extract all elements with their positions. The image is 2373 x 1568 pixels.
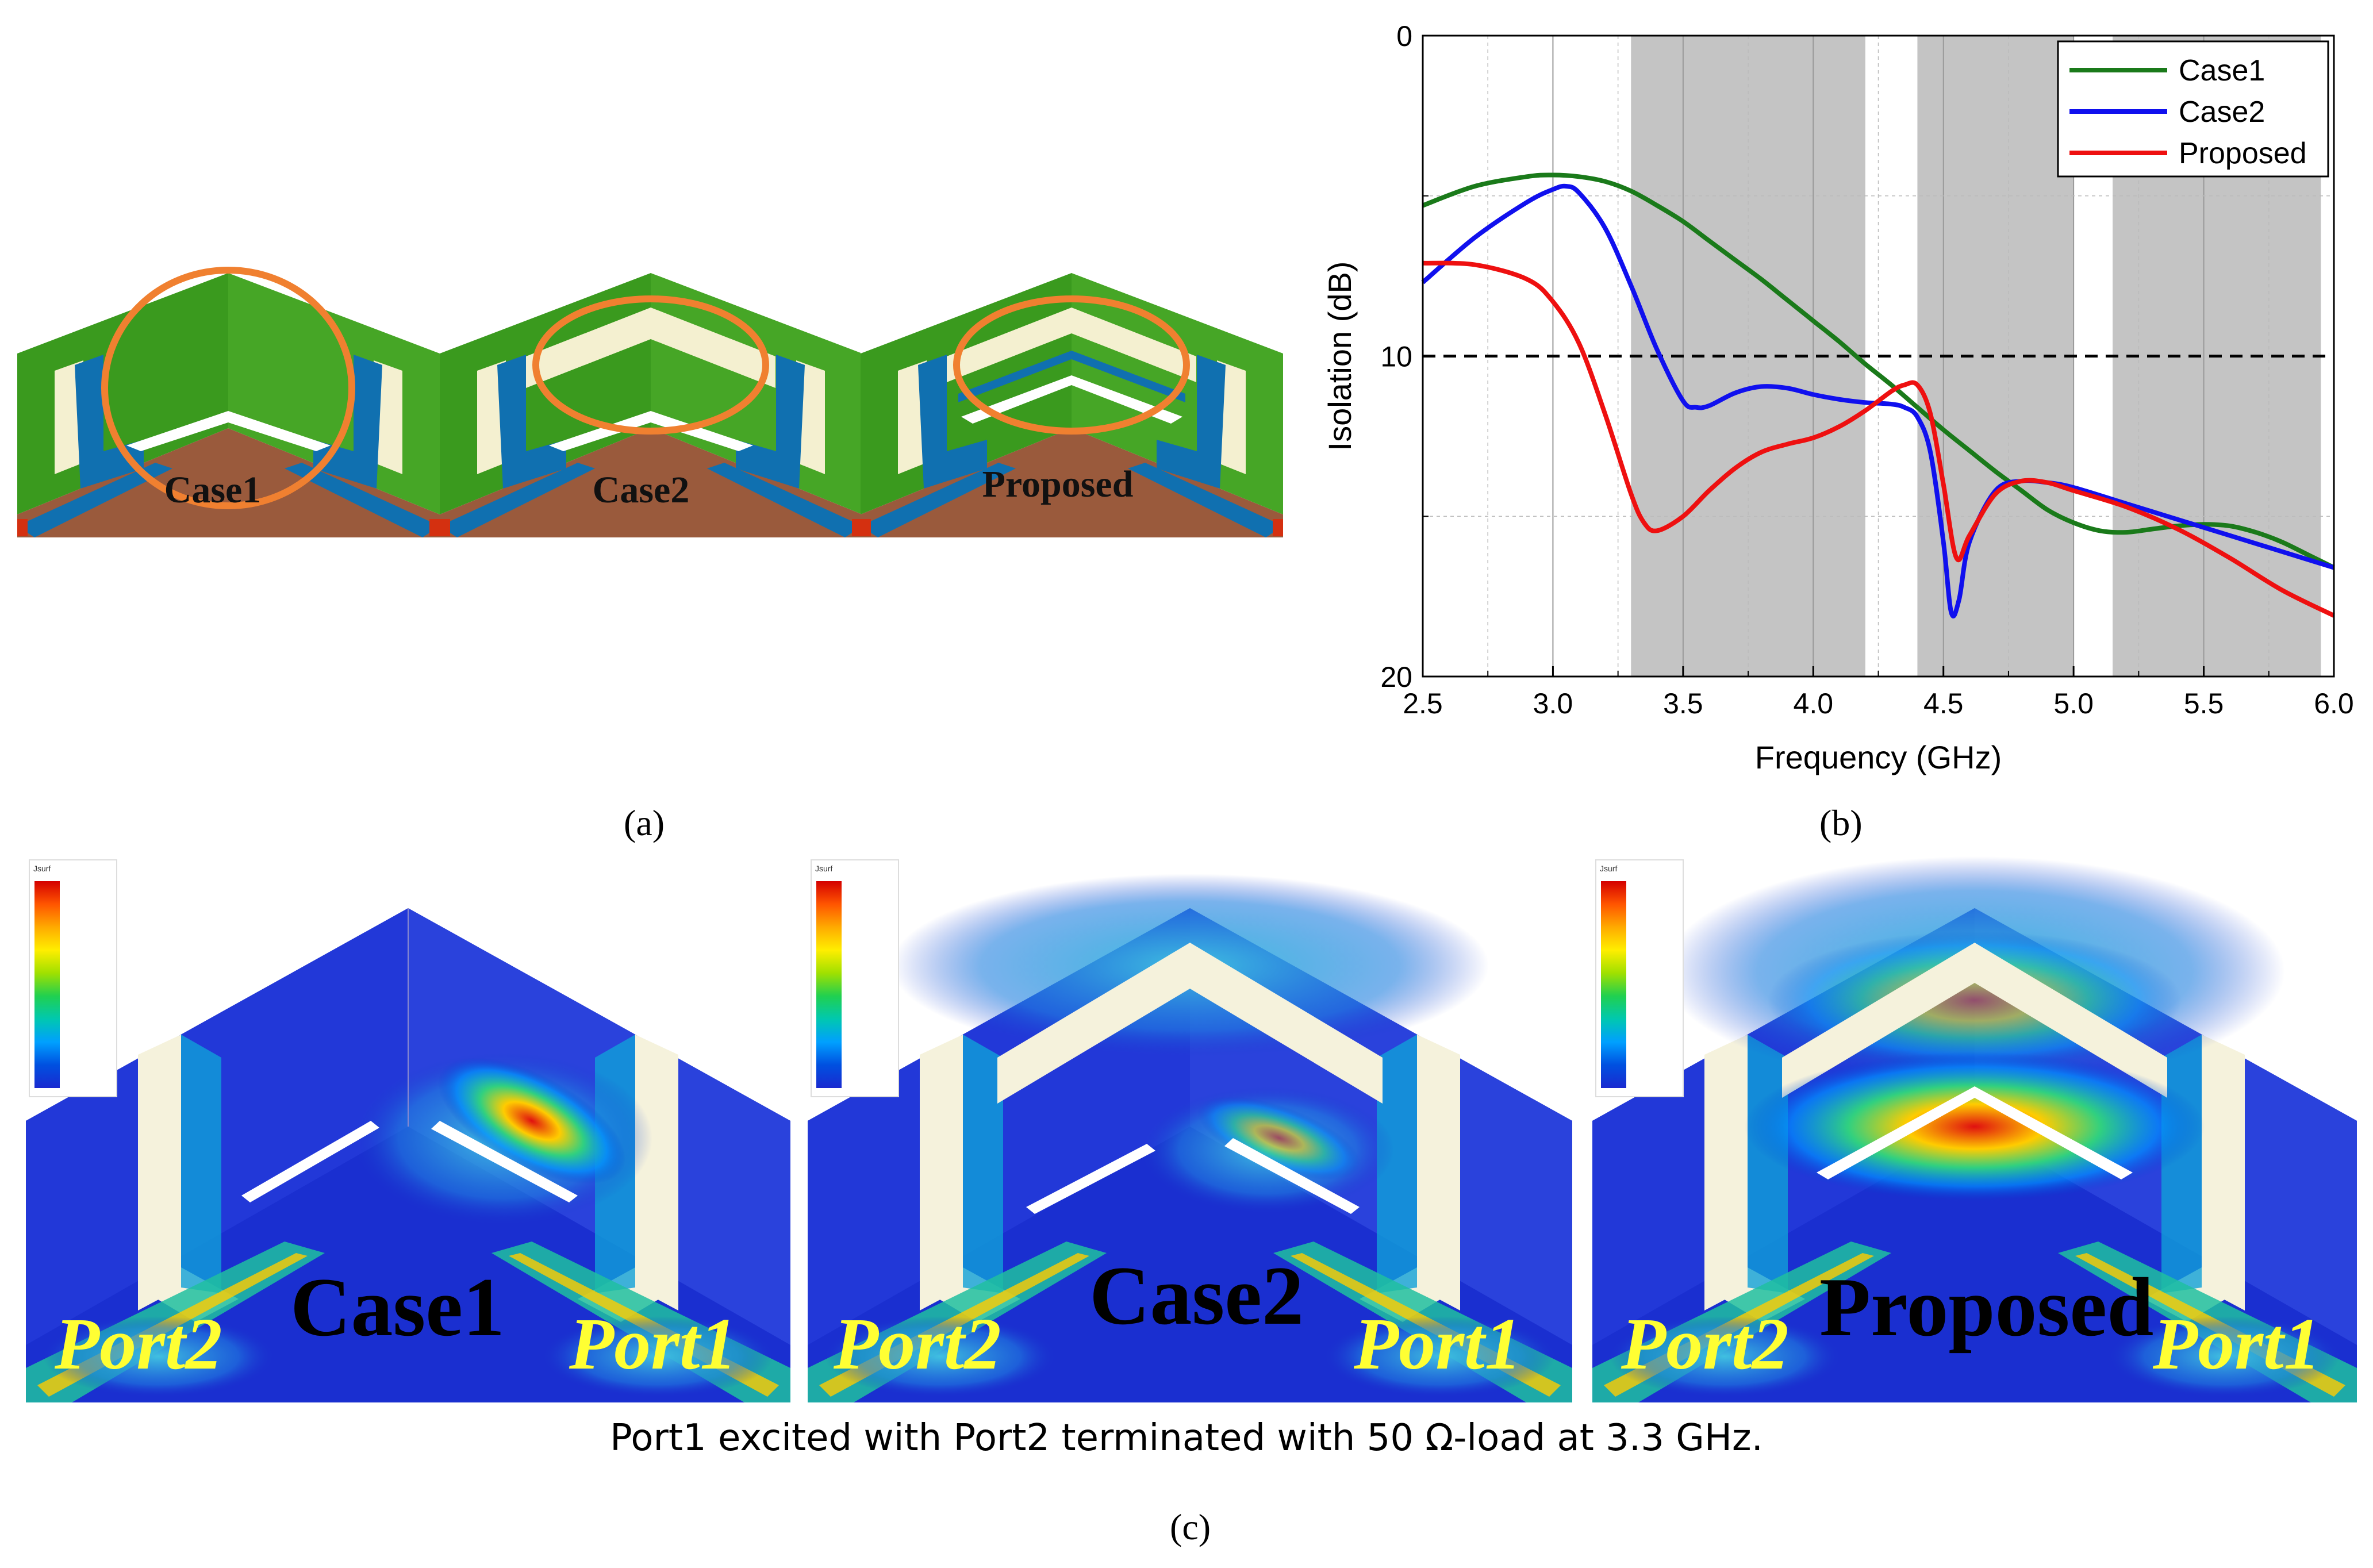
panel-c-simulations [26,851,2357,1402]
sim-title-case2: Case2 [1089,1249,1304,1342]
legend-label-case1: Case1 [2179,54,2265,87]
colorbar-header: Jsurf [33,864,51,873]
colorbar-gradient [1601,881,1626,1088]
legend-label-proposed: Proposed [2179,137,2307,170]
x-tick-label: 5.5 [2184,687,2224,720]
panel-b-label: (b) [1819,802,1863,843]
port2-label-proposed: Port2 [1621,1303,1789,1385]
sim-title-proposed: Proposed [1819,1260,2154,1354]
case2-label: Case2 [592,469,690,511]
case1-label: Case1 [164,469,262,511]
x-tick-label: 6.0 [2314,687,2354,720]
x-tick-label: 3.5 [1663,687,1703,720]
colorbar-gradient [816,881,842,1088]
proposed-label: Proposed [982,463,1134,505]
isolation-chart: 2.5 3.0 3.5 4.0 4.5 5.0 5.5 6.0 0 10 20 Frequency (… [1322,20,2354,775]
series-line-proposed [1422,260,2335,618]
x-tick-label: 2.5 [1403,687,1443,720]
x-tick-label: 4.5 [1923,687,1964,720]
sim-title-case1: Case1 [290,1260,505,1354]
x-tick-label: 3.0 [1533,687,1573,720]
x-tick-label: 5.0 [2053,687,2094,720]
colorbar-case2: Jsurf [811,859,899,1097]
port1-label-case1: Port1 [569,1303,737,1385]
legend-label-case2: Case2 [2179,95,2265,129]
colorbar-case1: Jsurf [29,859,117,1097]
panel-c-caption: Port1 excited with Port2 terminated with… [610,1417,1763,1459]
port2-label-case1: Port2 [55,1303,222,1385]
x-tick-label: 4.0 [1794,687,1834,720]
y-axis-label: Isolation (dB) [1322,262,1358,451]
y-tick-label: 20 [1380,661,1412,693]
colorbar-proposed: Jsurf [1595,859,1684,1097]
x-axis-label: Frequency (GHz) [1755,739,2002,775]
colorbar-header: Jsurf [815,864,833,873]
port1-label-case2: Port1 [1354,1303,1522,1385]
colorbar-header: Jsurf [1600,864,1618,873]
panel-c-label: (c) [1170,1506,1211,1547]
port1-label-proposed: Port1 [2153,1303,2321,1385]
panel-a-label: (a) [624,802,665,843]
y-tick-label: 0 [1396,20,1412,52]
y-tick-label: 10 [1380,341,1412,373]
panel-a-models [17,267,1283,537]
colorbar-gradient [34,881,60,1088]
port2-label-case2: Port2 [834,1303,1001,1385]
